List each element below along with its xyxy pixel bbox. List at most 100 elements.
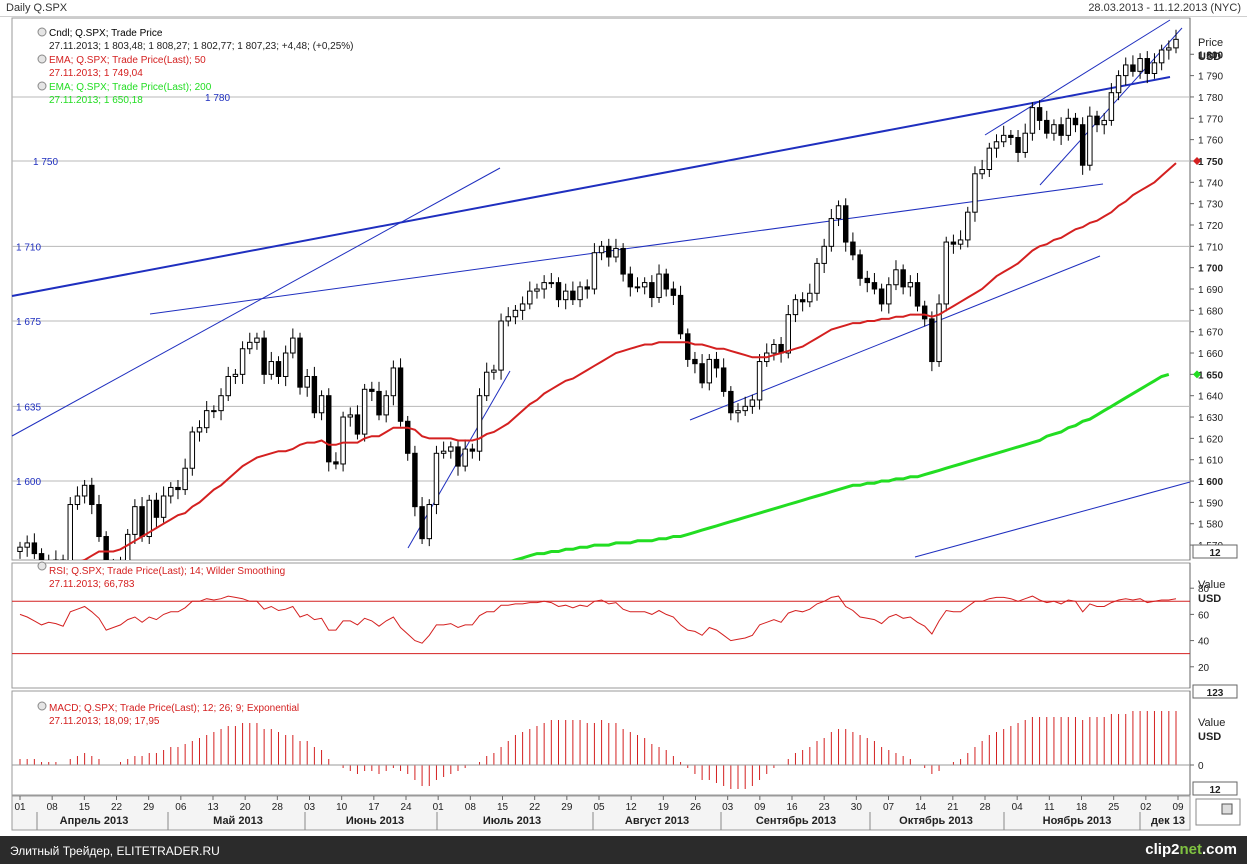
candle-body	[247, 341, 253, 350]
trend-line	[149, 252, 596, 315]
price-tick-label: 1 620	[1198, 434, 1223, 445]
day-label: 29	[143, 802, 155, 813]
price-hline-label: 1 600	[16, 477, 41, 488]
candle-body	[1022, 132, 1028, 153]
day-label: 03	[304, 802, 316, 813]
price-tick-label: 1 650	[1198, 370, 1223, 381]
candle-body	[483, 371, 490, 397]
candle-body	[570, 290, 576, 301]
candle-body	[900, 269, 906, 288]
candle-body	[426, 504, 432, 540]
price-tick-label: 1 680	[1198, 306, 1223, 317]
candle-body	[706, 358, 713, 384]
month-label: Июль 2013	[483, 815, 541, 827]
chart-title: Daily Q.SPX	[6, 2, 68, 14]
candle-body	[440, 450, 447, 454]
trend-line	[11, 167, 501, 437]
candle-body	[1123, 64, 1129, 77]
day-label: 20	[240, 802, 252, 813]
candle-body	[677, 294, 684, 335]
candle-body	[498, 320, 504, 371]
candle-body	[807, 292, 813, 303]
day-label: 06	[175, 802, 187, 813]
day-label: 09	[1172, 802, 1184, 813]
candle-body	[491, 369, 497, 373]
price-tick-label: 1 600	[1198, 477, 1223, 488]
candle-body	[699, 363, 705, 384]
candle-body	[1072, 117, 1079, 126]
candle-body	[541, 282, 547, 290]
price-tick-label: 1 670	[1198, 328, 1223, 339]
price-tick-label: 1 640	[1198, 392, 1223, 403]
day-label: 19	[658, 802, 670, 813]
candle-body	[821, 245, 827, 264]
candle-body	[347, 414, 354, 418]
candle-body	[835, 205, 842, 220]
candle-body	[182, 467, 188, 491]
price-tick-label: 1 770	[1198, 114, 1223, 125]
candle-body	[153, 499, 160, 518]
candle-body	[146, 499, 152, 538]
rsi-line	[19, 595, 1177, 644]
price-tick-label: 1 780	[1198, 93, 1223, 104]
price-hline-label: 1 780	[205, 93, 230, 104]
day-label: 10	[336, 802, 348, 813]
price-tick-label: 1 790	[1198, 72, 1223, 83]
day-label: 17	[368, 802, 380, 813]
legend-icon	[37, 54, 47, 64]
month-label: дек 13	[1151, 815, 1185, 827]
candle-body	[512, 309, 519, 318]
month-label: Апрель 2013	[60, 815, 129, 827]
candle-body	[412, 452, 418, 508]
price-corner-label: 12	[1209, 548, 1221, 559]
candle-body	[1151, 62, 1158, 74]
price-tick-label: 1 590	[1198, 498, 1223, 509]
candle-body	[627, 273, 634, 288]
price-axis-unit: USD	[1198, 51, 1221, 63]
candle-body	[799, 299, 806, 303]
day-label: 05	[593, 802, 605, 813]
candle-body	[160, 495, 167, 518]
candle-body	[1166, 47, 1172, 51]
chart-canvas[interactable]: 1 780 1 750 1 710 1 675 1 635 1 600 1 800 1 790…	[0, 0, 1247, 836]
footer-credit: Элитный Трейдер, ELITETRADER.RU	[10, 844, 220, 858]
candle-body	[1144, 58, 1151, 74]
candle-body	[907, 282, 914, 288]
candle-body	[986, 147, 993, 171]
candle-body	[1029, 107, 1036, 134]
zoom-icon	[1221, 803, 1233, 815]
candle-body	[728, 390, 734, 414]
candle-body	[124, 533, 131, 560]
price-tick-label: 1 720	[1198, 221, 1223, 232]
candle-body	[405, 420, 411, 454]
candle-body	[857, 254, 863, 279]
candle-body	[950, 241, 957, 245]
candle-body	[828, 218, 835, 247]
candle-body	[455, 446, 461, 467]
candle-body	[979, 169, 985, 175]
candle-body	[448, 446, 454, 452]
logo-tail: .com	[1201, 841, 1237, 858]
ema200-line	[510, 372, 1170, 560]
price-hline-label: 1 675	[16, 317, 41, 328]
rsi-axis-title: Value	[1198, 579, 1225, 591]
macd-panel-frame	[11, 690, 1191, 796]
legend-series-name: EMA; Q.SPX; Trade Price(Last); 50	[49, 55, 206, 66]
candle-body	[613, 247, 619, 258]
day-label: 14	[915, 802, 927, 813]
candle-body	[1000, 134, 1007, 143]
candle-body	[893, 269, 899, 286]
clip2net-logo[interactable]: clip2net.com	[1145, 841, 1237, 858]
legend-series-value: 27.11.2013; 1 749,04	[49, 68, 143, 79]
candle-body	[785, 314, 791, 354]
day-label: 28	[979, 802, 991, 813]
trend-line	[594, 183, 1104, 254]
ema50-line	[81, 162, 1177, 560]
candle-body	[871, 282, 878, 290]
day-label: 16	[786, 802, 798, 813]
price-tick-label: 1 800	[1198, 50, 1223, 61]
day-label: 02	[1140, 802, 1152, 813]
trend-line	[11, 76, 1171, 297]
candle-body	[1008, 134, 1014, 138]
candle-body	[577, 286, 583, 301]
